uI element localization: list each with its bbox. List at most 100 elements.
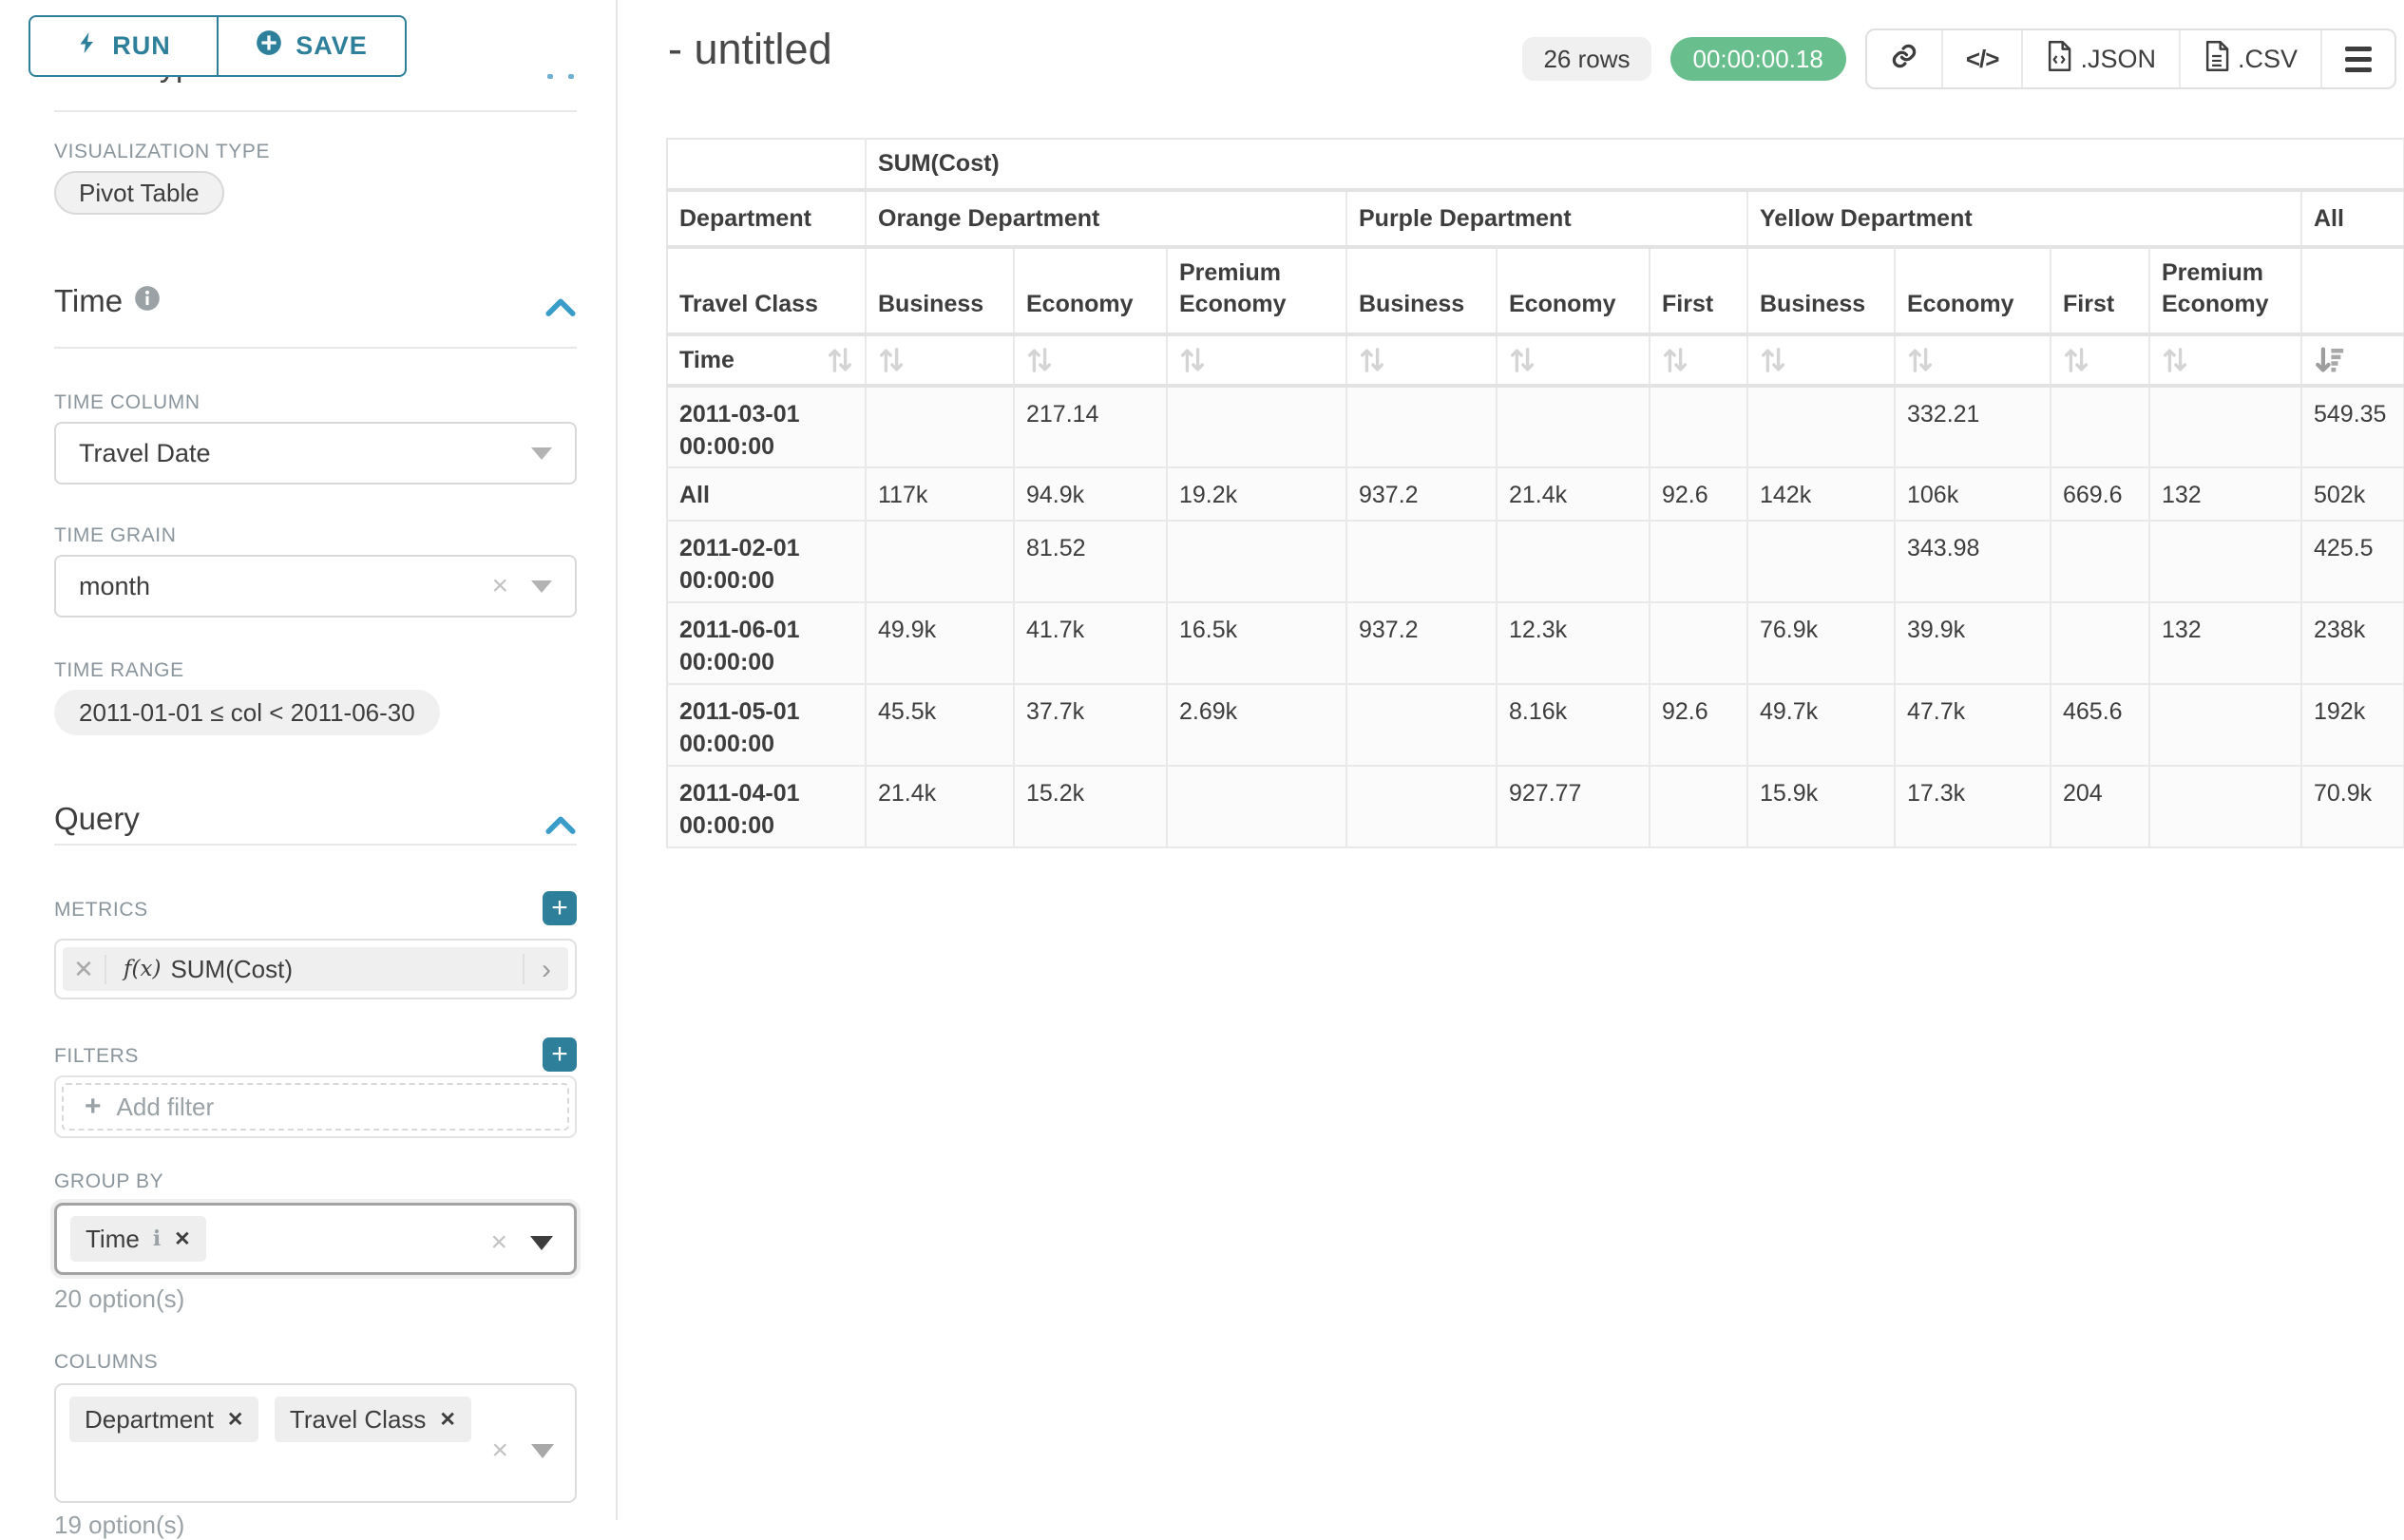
columns-label: COLUMNS	[54, 1351, 159, 1373]
value-cell: 332.21	[1895, 386, 2051, 468]
row-label: All	[667, 467, 867, 522]
chevron-up-icon[interactable]	[544, 807, 577, 843]
sort-icon[interactable]	[878, 346, 905, 372]
divider	[54, 844, 577, 846]
sort-header-all[interactable]	[2301, 334, 2404, 388]
chevron-up-icon[interactable]	[544, 289, 577, 325]
travel-class-header: First	[1650, 247, 1748, 336]
value-cell: 106k	[1895, 467, 2051, 522]
metric-label: SUM(Cost)	[170, 954, 293, 983]
time-section-header[interactable]: Time	[54, 283, 577, 319]
save-button[interactable]: SAVE	[218, 15, 407, 77]
view-query-button[interactable]: </>	[1940, 30, 2022, 87]
chevron-clipped-icon	[568, 74, 574, 79]
viz-type-pill[interactable]: Pivot Table	[54, 171, 224, 215]
run-button[interactable]: RUN	[29, 15, 218, 77]
remove-tag-icon[interactable]: ✕	[226, 1408, 244, 1431]
columns-tag[interactable]: Department ✕	[69, 1397, 259, 1442]
sort-header[interactable]	[2051, 334, 2150, 388]
sort-icon[interactable]	[1907, 346, 1934, 372]
sort-header[interactable]	[1895, 334, 2051, 388]
value-cell	[1167, 386, 1347, 468]
value-cell	[2051, 386, 2150, 468]
time-grain-select[interactable]: month ×	[54, 555, 577, 618]
sort-header[interactable]	[1346, 334, 1498, 388]
export-csv-button[interactable]: .CSV	[2178, 30, 2320, 87]
sort-icon[interactable]	[2063, 346, 2089, 372]
remove-tag-icon[interactable]: ✕	[439, 1408, 457, 1431]
value-cell: 465.6	[2051, 684, 2150, 767]
value-cell	[1747, 521, 1896, 603]
sort-icon[interactable]	[1026, 346, 1053, 372]
row-label: 2011-05-01 00:00:00	[667, 684, 867, 767]
value-cell: 81.52	[1014, 521, 1168, 603]
visualization-type-label: VISUALIZATION TYPE	[54, 141, 271, 162]
value-cell	[1650, 386, 1748, 468]
value-cell: 217.14	[1014, 386, 1168, 468]
plus-circle-icon	[256, 29, 282, 63]
sort-header[interactable]	[2149, 334, 2302, 388]
sort-icon[interactable]	[1359, 346, 1385, 372]
value-cell: 92.6	[1650, 684, 1748, 767]
share-link-button[interactable]	[1867, 30, 1941, 87]
time-range-pill[interactable]: 2011-01-01 ≤ col < 2011-06-30	[54, 690, 440, 735]
sort-header[interactable]	[1747, 334, 1896, 388]
sort-header[interactable]	[1167, 334, 1347, 388]
sort-header-time[interactable]: Time	[667, 334, 867, 388]
value-cell: 8.16k	[1497, 684, 1650, 767]
add-filter-label: Add filter	[116, 1092, 215, 1121]
value-cell: 132	[2149, 602, 2302, 685]
columns-tag[interactable]: Travel Class ✕	[274, 1397, 472, 1442]
info-icon	[134, 283, 161, 319]
sort-header[interactable]	[1497, 334, 1650, 388]
more-menu-button[interactable]	[2320, 30, 2394, 87]
value-cell: 937.2	[1346, 467, 1498, 522]
sort-icon[interactable]	[1662, 346, 1689, 372]
export-json-button[interactable]: .JSON	[2021, 30, 2179, 87]
query-section-header[interactable]: Query	[54, 801, 577, 837]
remove-metric-icon[interactable]: ✕	[63, 954, 106, 984]
sort-icon[interactable]	[1760, 346, 1786, 372]
remove-tag-icon[interactable]: ✕	[174, 1227, 191, 1250]
chevron-right-icon[interactable]: ›	[523, 954, 568, 984]
group-by-select[interactable]: Time i ✕ ×	[54, 1203, 577, 1275]
group-by-tag[interactable]: Time i ✕	[70, 1216, 206, 1262]
filters-container: + Add filter	[54, 1075, 577, 1138]
value-cell	[1346, 766, 1498, 848]
add-filter-button[interactable]: + Add filter	[62, 1083, 569, 1131]
sort-icon[interactable]	[1509, 346, 1536, 372]
value-cell: 15.9k	[1747, 766, 1896, 848]
json-file-icon	[2046, 40, 2072, 78]
value-cell: 15.2k	[1014, 766, 1168, 848]
sort-header[interactable]	[866, 334, 1015, 388]
value-cell: 21.4k	[1497, 467, 1650, 522]
time-column-select[interactable]: Travel Date	[54, 422, 577, 485]
metric-pill[interactable]: ✕ f(x) SUM(Cost) ›	[63, 947, 568, 991]
columns-select[interactable]: Department ✕ Travel Class ✕ ×	[54, 1383, 577, 1503]
clear-icon[interactable]: ×	[490, 1226, 507, 1258]
divider	[54, 110, 577, 112]
value-cell	[1167, 766, 1347, 848]
value-cell	[1747, 386, 1896, 468]
value-cell: 16.5k	[1167, 602, 1347, 685]
value-cell: 343.98	[1895, 521, 2051, 603]
sort-descending-icon[interactable]	[2314, 346, 2346, 372]
department-group-header: Yellow Department	[1747, 190, 2302, 249]
clear-icon[interactable]: ×	[491, 1435, 508, 1466]
table-row: All 117k 94.9k 19.2k 937.2 21.4k 92.6 142k 106k 6…	[667, 467, 2404, 522]
control-panel-sidebar: Chart Type RUN SAVE VISUALIZATION TYPE P…	[0, 0, 618, 1539]
add-filter-plus-button[interactable]: +	[543, 1037, 577, 1072]
sort-icon[interactable]	[2162, 346, 2188, 372]
sort-icon[interactable]	[1179, 346, 1206, 372]
sort-header[interactable]	[1650, 334, 1748, 388]
clear-icon[interactable]: ×	[491, 570, 508, 601]
sort-icon[interactable]	[827, 345, 853, 375]
chart-title[interactable]: - untitled	[668, 25, 832, 73]
run-label: RUN	[112, 31, 171, 60]
sort-header[interactable]	[1014, 334, 1168, 388]
csv-label: .CSV	[2237, 44, 2298, 73]
value-cell: 49.9k	[866, 602, 1015, 685]
col-dimension-label: Department	[667, 190, 867, 249]
add-metric-button[interactable]: +	[543, 891, 577, 925]
value-cell: 2.69k	[1167, 684, 1347, 767]
